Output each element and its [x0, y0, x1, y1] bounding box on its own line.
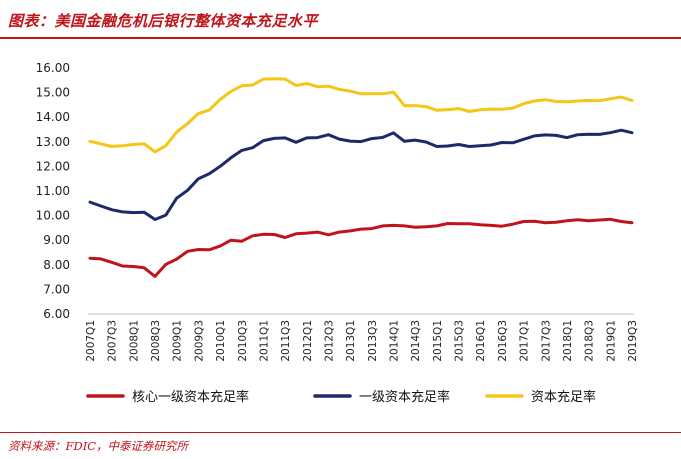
- y-tick-label: 9.00: [43, 233, 70, 247]
- legend: 核心一级资本充足率 一级资本充足率 资本充足率: [86, 389, 596, 405]
- y-tick-label: 13.00: [36, 135, 70, 149]
- x-tick-label: 2015Q3: [454, 320, 466, 362]
- y-tick-label: 12.00: [36, 159, 70, 173]
- y-tick-label: 6.00: [43, 307, 70, 321]
- x-tick-label: 2019Q3: [627, 320, 639, 362]
- y-tick-label: 15.00: [36, 86, 70, 100]
- x-tick-label: 2017Q3: [540, 320, 552, 362]
- x-tick-label: 2011Q1: [258, 320, 270, 362]
- y-tick-label: 8.00: [43, 258, 70, 272]
- x-tick-label: 2009Q1: [172, 320, 184, 362]
- x-tick-label: 2013Q3: [367, 320, 379, 362]
- x-tick-label: 2009Q3: [193, 320, 205, 362]
- y-tick-label: 16.00: [36, 61, 70, 75]
- y-tick-label: 7.00: [43, 282, 70, 296]
- x-tick-label: 2013Q1: [345, 320, 357, 362]
- legend-label-1: 核心一级资本充足率: [132, 389, 249, 405]
- x-tick-label: 2010Q1: [215, 320, 227, 362]
- x-tick-label: 2007Q1: [85, 320, 97, 362]
- y-axis: 16.00 15.00 14.00 13.00 12.00 11.00 10.00 9.00 8…: [36, 61, 70, 321]
- x-tick-label: 2008Q1: [128, 320, 140, 362]
- source-divider: [0, 432, 681, 433]
- y-tick-label: 14.00: [36, 110, 70, 124]
- series-line-3: [88, 77, 634, 154]
- x-tick-label: 2016Q3: [497, 320, 509, 362]
- legend-label-2: 一级资本充足率: [359, 389, 450, 405]
- x-tick-label: 2015Q1: [432, 320, 444, 362]
- x-tick-label: 2018Q3: [584, 320, 596, 362]
- series-line-1: [88, 217, 634, 278]
- x-tick-label: 2008Q3: [150, 320, 162, 362]
- x-tick-label: 2019Q1: [605, 320, 617, 362]
- source-note: 资料来源：FDIC，中泰证券研究所: [8, 439, 189, 453]
- x-tick-label: 2017Q1: [519, 320, 531, 362]
- x-tick-label: 2018Q1: [562, 320, 574, 362]
- series-line-2: [88, 128, 634, 221]
- x-tick-label: 2012Q1: [302, 320, 314, 362]
- x-tick-label: 2010Q3: [237, 320, 249, 362]
- series-lines: [88, 77, 634, 278]
- x-tick-label: 2016Q1: [475, 320, 487, 362]
- x-axis: 2007Q1 2007Q3 2008Q1 2008Q3 2009Q1 2009Q3 2010…: [85, 313, 639, 362]
- y-tick-label: 11.00: [36, 184, 70, 198]
- x-tick-label: 2014Q1: [389, 320, 401, 362]
- x-tick-label: 2014Q3: [410, 320, 422, 362]
- x-tick-label: 2011Q3: [280, 320, 292, 362]
- title-divider: [0, 37, 681, 39]
- x-tick-label: 2007Q3: [107, 320, 119, 362]
- x-tick-label: 2012Q3: [323, 320, 335, 362]
- legend-label-3: 资本充足率: [531, 389, 596, 405]
- y-tick-label: 10.00: [36, 209, 70, 223]
- chart-title: 图表：美国金融危机后银行整体资本充足水平: [8, 12, 319, 30]
